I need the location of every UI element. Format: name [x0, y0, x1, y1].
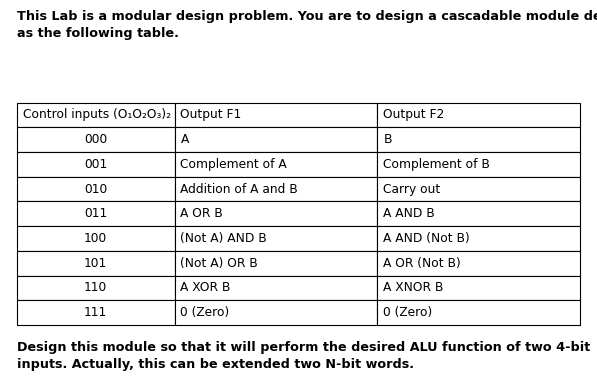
Text: 010: 010 [84, 183, 107, 195]
Text: 011: 011 [84, 207, 107, 220]
Text: Addition of A and B: Addition of A and B [180, 183, 298, 195]
Text: Design this module so that it will perform the desired ALU function of two 4-bit: Design this module so that it will perfo… [17, 341, 590, 354]
Text: B: B [383, 133, 392, 146]
Text: A OR B: A OR B [180, 207, 223, 220]
Text: Control inputs (O₁O₂O₃)₂: Control inputs (O₁O₂O₃)₂ [23, 108, 171, 122]
Text: (Not A) OR B: (Not A) OR B [180, 257, 259, 270]
Text: 0 (Zero): 0 (Zero) [180, 306, 230, 319]
Text: A: A [180, 133, 189, 146]
Text: 110: 110 [84, 281, 107, 295]
Text: 000: 000 [84, 133, 107, 146]
Text: A AND (Not B): A AND (Not B) [383, 232, 470, 245]
Text: A XOR B: A XOR B [180, 281, 231, 295]
Text: (Not A) AND B: (Not A) AND B [180, 232, 267, 245]
Text: A AND B: A AND B [383, 207, 435, 220]
Text: 101: 101 [84, 257, 107, 270]
Text: 100: 100 [84, 232, 107, 245]
Text: Carry out: Carry out [383, 183, 441, 195]
Text: Complement of A: Complement of A [180, 158, 287, 171]
Text: 111: 111 [84, 306, 107, 319]
Text: inputs. Actually, this can be extended two N-bit words.: inputs. Actually, this can be extended t… [17, 358, 414, 371]
Text: A OR (Not B): A OR (Not B) [383, 257, 461, 270]
Text: 0 (Zero): 0 (Zero) [383, 306, 433, 319]
Text: A XNOR B: A XNOR B [383, 281, 444, 295]
Text: 001: 001 [84, 158, 107, 171]
Text: Output F2: Output F2 [383, 108, 445, 122]
Text: as the following table.: as the following table. [17, 27, 179, 40]
Text: Output F1: Output F1 [180, 108, 242, 122]
Text: Complement of B: Complement of B [383, 158, 490, 171]
Text: This Lab is a modular design problem. You are to design a cascadable module defi: This Lab is a modular design problem. Yo… [17, 10, 597, 23]
